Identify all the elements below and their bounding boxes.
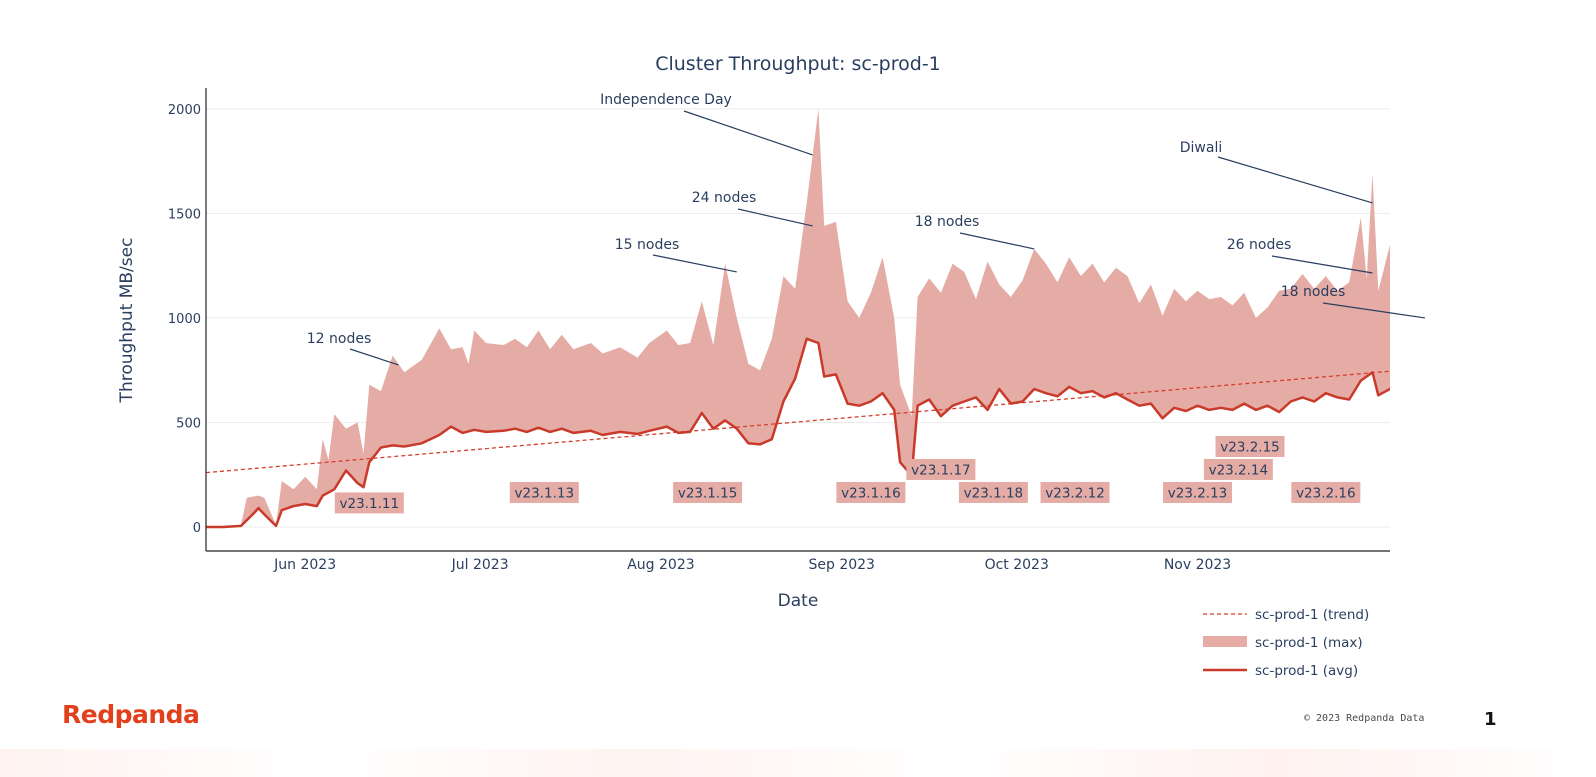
annotation-label: 12 nodes xyxy=(307,331,372,347)
version-label-box xyxy=(1163,481,1233,503)
x-tick-label: Aug 2023 xyxy=(627,557,694,573)
annotation-label: Independence Day xyxy=(600,92,732,108)
y-tick-label: 1500 xyxy=(168,207,201,222)
legend-label: sc-prod-1 (avg) xyxy=(1255,663,1358,679)
y-axis-title: Throughput MB/sec xyxy=(117,238,137,404)
annotation-label: 18 nodes xyxy=(915,214,980,230)
version-label-box xyxy=(673,481,743,503)
version-label: v23.2.12 xyxy=(1045,485,1105,501)
avg-line xyxy=(206,337,1390,529)
annotation-label: 18 nodes xyxy=(1281,284,1346,300)
chart-title: Cluster Throughput: sc-prod-1 xyxy=(655,53,941,75)
annotation-arrow xyxy=(652,254,737,273)
version-label-box xyxy=(1215,435,1285,457)
annotation-arrow xyxy=(349,348,399,366)
version-label-box xyxy=(836,481,906,503)
copyright-text: © 2023 Redpanda Data xyxy=(1304,713,1425,724)
legend-swatch-max xyxy=(1203,636,1247,647)
x-tick-label: Oct 2023 xyxy=(985,557,1049,573)
version-label: v23.1.11 xyxy=(340,496,400,512)
y-tick-label: 500 xyxy=(176,416,201,431)
plot-area xyxy=(206,108,1390,529)
version-label-box xyxy=(906,458,976,480)
version-label-box xyxy=(509,481,579,503)
redpanda-logo: Redpanda xyxy=(62,700,200,729)
annotation-label: 24 nodes xyxy=(692,190,757,206)
x-tick-label: Sep 2023 xyxy=(809,557,875,573)
page-number: 1 xyxy=(1484,709,1497,730)
version-label: v23.1.16 xyxy=(841,485,901,501)
y-tick-label: 2000 xyxy=(168,103,201,118)
version-label: v23.2.14 xyxy=(1209,462,1269,478)
y-tick-label: 0 xyxy=(193,521,201,536)
version-label: v23.2.13 xyxy=(1168,485,1228,501)
trend-line xyxy=(206,370,1390,474)
version-label-box xyxy=(1040,481,1110,503)
version-label: v23.1.18 xyxy=(964,485,1024,501)
x-tick-label: Nov 2023 xyxy=(1164,557,1231,573)
x-axis-title: Date xyxy=(778,591,819,611)
legend-label: sc-prod-1 (max) xyxy=(1255,635,1363,651)
y-tick-label: 1000 xyxy=(168,312,201,327)
annotation-arrow xyxy=(683,110,813,156)
x-tick-label: Jul 2023 xyxy=(451,557,509,573)
version-label: v23.1.15 xyxy=(678,485,738,501)
version-label-box xyxy=(1291,481,1361,503)
version-label: v23.2.16 xyxy=(1296,485,1356,501)
annotation-label: 26 nodes xyxy=(1227,237,1292,253)
annotation-arrow xyxy=(959,232,1035,250)
annotation-arrow xyxy=(1217,156,1373,204)
annotation-label: 15 nodes xyxy=(615,237,680,253)
version-label-box xyxy=(1203,458,1273,480)
version-label: v23.2.15 xyxy=(1220,439,1280,455)
version-label: v23.1.17 xyxy=(911,462,971,478)
annotation-arrow xyxy=(1271,255,1373,274)
annotation-arrow xyxy=(1322,302,1426,319)
version-label: v23.1.13 xyxy=(515,485,575,501)
legend-label: sc-prod-1 (trend) xyxy=(1255,607,1369,623)
annotation-arrow xyxy=(737,208,813,227)
version-label-box xyxy=(334,492,404,514)
version-label-box xyxy=(958,481,1028,503)
footer-decoration xyxy=(0,749,1596,777)
x-tick-label: Jun 2023 xyxy=(273,557,336,573)
legend: sc-prod-1 (trend) sc-prod-1 (max) sc-prod-… xyxy=(1203,607,1369,679)
max-band xyxy=(206,108,1390,527)
annotation-label: Diwali xyxy=(1180,140,1222,156)
